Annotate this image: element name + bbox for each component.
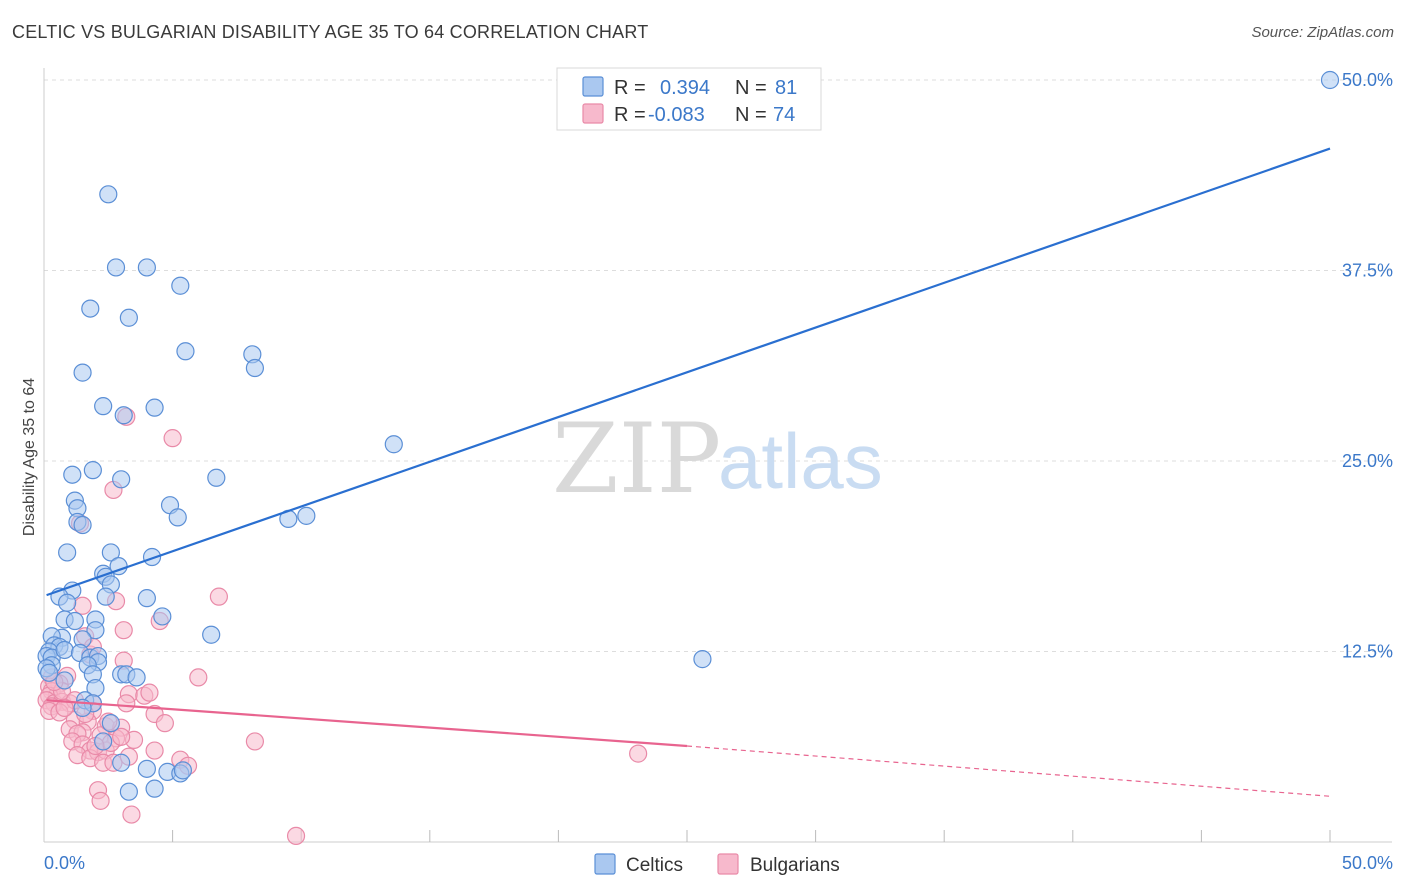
celtic-point — [40, 663, 59, 682]
celtic-point — [137, 589, 156, 608]
bulgarians-n-label: N = — [735, 104, 767, 126]
celtics-bottom-swatch — [594, 853, 616, 875]
celtic-point — [94, 397, 113, 416]
celtic-point — [94, 732, 113, 751]
celtic-point — [55, 671, 74, 690]
celtic-point — [119, 782, 138, 801]
celtics-trend-line — [46, 147, 1331, 597]
bulgarian-point — [145, 741, 164, 760]
y-tick-label: 50.0% — [1342, 70, 1393, 90]
celtic-point — [202, 625, 221, 644]
watermark-atlas: atlas — [718, 417, 883, 505]
celtic-point — [106, 258, 126, 277]
bulgarian-point — [286, 826, 306, 846]
celtics-n-label: N = — [735, 77, 767, 99]
celtic-point — [81, 299, 100, 318]
celtic-point — [96, 587, 115, 606]
bulgarian-point — [209, 587, 228, 606]
celtic-point — [173, 761, 192, 780]
bulgarian-point — [245, 732, 265, 751]
celtic-point — [119, 308, 138, 327]
bulgarian-point — [155, 714, 174, 733]
y-tick-label: 37.5% — [1342, 261, 1393, 281]
celtics-r-label: R = — [614, 77, 646, 99]
bulgarians-legend-swatch — [582, 103, 604, 124]
celtics-legend-label: Celtics — [626, 855, 683, 876]
bulgarians-n-value: 74 — [773, 104, 795, 126]
celtic-point — [73, 515, 92, 535]
celtic-point — [137, 759, 156, 778]
celtic-point — [145, 779, 164, 798]
celtic-point — [384, 435, 403, 454]
bulgarians-legend-label: Bulgarians — [750, 855, 840, 876]
celtic-point — [101, 714, 120, 733]
bulgarian-point — [114, 621, 133, 640]
y-tick-label: 12.5% — [1342, 642, 1393, 662]
y-tick-labels: 12.5% 25.0% 37.5% 50.0% — [1342, 70, 1393, 662]
celtic-point — [168, 508, 187, 527]
celtic-point — [1320, 70, 1340, 90]
chart-title: CELTIC VS BULGARIAN DISABILITY AGE 35 TO… — [12, 22, 649, 42]
celtic-point — [114, 406, 133, 425]
bulgarian-point — [117, 694, 136, 713]
celtics-legend-swatch — [582, 76, 604, 97]
celtic-point — [73, 363, 92, 382]
trend-lines — [46, 147, 1331, 797]
celtic-point — [145, 398, 164, 417]
celtics-r-value: 0.394 — [660, 77, 710, 99]
bulgarians-trend-line — [46, 699, 688, 748]
bulgarian-point — [122, 805, 141, 824]
grid — [44, 79, 1392, 652]
celtic-point — [83, 461, 102, 480]
celtics-n-value: 81 — [775, 77, 797, 99]
celtic-point — [245, 358, 265, 378]
bulgarians-r-value: -0.083 — [648, 104, 705, 126]
celtic-point — [171, 276, 190, 295]
celtic-point — [112, 753, 131, 772]
celtic-point — [58, 543, 77, 562]
celtic-point — [297, 506, 316, 525]
y-axis-title: Disability Age 35 to 64 — [21, 378, 38, 536]
celtic-point — [101, 543, 120, 562]
celtic-point — [176, 342, 195, 361]
bulgarian-point — [163, 429, 182, 448]
celtic-point — [58, 593, 77, 612]
celtic-point — [207, 468, 226, 487]
celtic-point — [142, 547, 162, 567]
bulgarians-r-label: R = — [614, 104, 646, 126]
celtic-point — [63, 465, 82, 484]
bulgarian-point — [91, 791, 110, 810]
celtic-point — [112, 470, 131, 489]
celtic-point — [86, 621, 105, 640]
celtic-point — [99, 185, 118, 204]
correlation-legend: R = 0.394 N = 81 R = -0.083 N = 74 — [556, 67, 822, 131]
celtic-point — [65, 611, 84, 631]
y-tick-label: 25.0% — [1342, 451, 1393, 471]
source-label: Source: ZipAtlas.com — [1251, 24, 1394, 41]
bulgarian-point — [55, 698, 74, 717]
bulgarian-point — [112, 727, 131, 746]
celtic-point — [693, 650, 712, 669]
bulgarians-trend-extension — [686, 745, 1331, 797]
watermark-zip: ZIP — [552, 403, 721, 515]
celtic-point — [153, 607, 172, 626]
celtic-point — [55, 640, 74, 660]
celtic-point — [127, 668, 146, 687]
bulgarian-point — [140, 683, 159, 702]
x-tick-label-max: 50.0% — [1342, 853, 1393, 873]
bulgarians-bottom-swatch — [717, 853, 739, 875]
x-tick-label-min: 0.0% — [44, 853, 85, 873]
celtics-points — [37, 70, 1340, 801]
series-legend: Celtics Bulgarians — [594, 853, 840, 876]
bulgarian-point — [629, 744, 648, 763]
x-axis-ticks — [172, 830, 1331, 842]
celtic-point — [137, 258, 156, 277]
bulgarian-point — [189, 668, 208, 687]
bulgarian-point — [73, 596, 92, 615]
